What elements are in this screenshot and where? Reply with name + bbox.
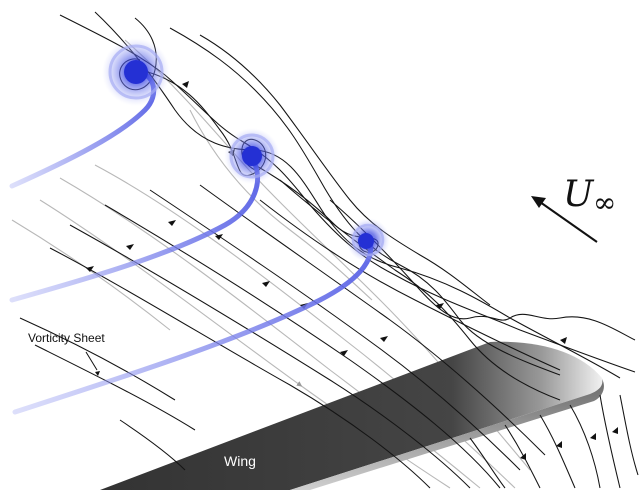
freestream-symbol: U	[563, 174, 595, 215]
flow-arrow	[612, 427, 618, 434]
streamline	[19, 317, 176, 401]
streamline	[34, 344, 196, 431]
vorticity-sheet-pointer	[85, 351, 98, 371]
streamline	[169, 27, 561, 376]
vorticity-band	[12, 239, 374, 415]
vortex-core-1	[102, 38, 170, 106]
streamline	[279, 179, 561, 401]
vorticity-sheet-label: Vorticity Sheet	[28, 331, 105, 345]
flow-arrow	[380, 336, 388, 342]
streamline	[619, 394, 639, 476]
vortex-cores	[102, 38, 390, 262]
flow-arrow	[520, 453, 526, 460]
flow-arrow	[168, 220, 176, 226]
dark-streamlines	[19, 11, 639, 489]
streamline	[259, 199, 561, 371]
freestream-subscript: ∞	[593, 186, 616, 219]
streamline	[599, 394, 621, 489]
vortex-core-2	[224, 128, 280, 184]
light-streamline	[11, 219, 171, 331]
flow-arrow	[86, 266, 94, 272]
wing: Wing	[100, 341, 604, 490]
flow-arrow	[590, 433, 596, 440]
streamline	[94, 11, 621, 379]
freestream-arrow	[539, 201, 598, 243]
flow-arrow	[340, 350, 348, 356]
streamline	[569, 404, 601, 489]
streamline	[49, 247, 431, 489]
streamline	[69, 224, 471, 489]
vorticity-sheet-callout: Vorticity Sheet	[28, 331, 105, 376]
wing-top-surface	[100, 341, 603, 490]
streamline	[199, 34, 491, 306]
freestream-indicator: U ∞	[531, 174, 616, 243]
flow-arrow	[262, 281, 270, 287]
freestream-arrow-head	[531, 196, 546, 208]
vorticity-band	[9, 155, 261, 303]
light-streamline	[189, 109, 373, 301]
flow-arrow	[436, 303, 444, 309]
vorticity-sheet-pointer-head	[95, 371, 100, 376]
wing-label: Wing	[224, 453, 256, 469]
flow-arrow	[556, 441, 562, 448]
flow-arrow	[560, 337, 567, 344]
flow-arrow	[182, 81, 189, 88]
flow-arrow	[126, 244, 134, 250]
vortex-core-3	[346, 218, 390, 262]
streamline	[119, 419, 186, 471]
streamline	[469, 437, 506, 489]
streamline	[329, 199, 636, 341]
flow-arrow	[215, 234, 223, 240]
streamline	[539, 414, 576, 489]
streamline	[199, 184, 546, 456]
